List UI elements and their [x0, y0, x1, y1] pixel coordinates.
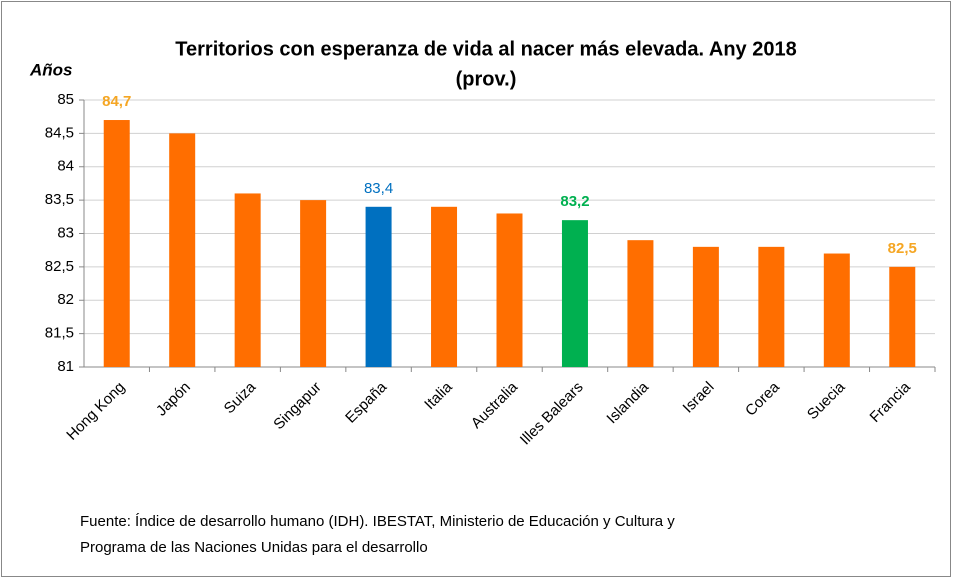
bar [889, 266, 916, 367]
value-label: 82,5 [888, 240, 917, 257]
bar [823, 253, 850, 367]
y-tick-label: 84,5 [45, 124, 74, 141]
value-label: 84,7 [102, 93, 131, 110]
y-tick-label: 82 [57, 291, 74, 308]
bar [758, 246, 785, 367]
y-tick-label: 85 [57, 91, 74, 108]
chart-title: (prov.) [456, 68, 517, 90]
source-note: Fuente: Índice de desarrollo humano (IDH… [80, 513, 675, 530]
y-tick-label: 83 [57, 224, 74, 241]
bar [561, 220, 588, 367]
bar [234, 193, 261, 367]
value-label: 83,4 [364, 180, 393, 197]
bar [627, 240, 654, 367]
y-tick-label: 84 [57, 158, 74, 175]
bar [169, 133, 196, 367]
y-tick-label: 81,5 [45, 325, 74, 342]
y-tick-label: 83,5 [45, 191, 74, 208]
bar [300, 200, 327, 367]
source-note: Programa de las Naciones Unidas para el … [80, 539, 428, 556]
chart-title: Territorios con esperanza de vida al nac… [175, 38, 796, 60]
y-axis-label: Años [29, 60, 73, 79]
y-tick-label: 81 [57, 358, 74, 375]
bar [103, 120, 130, 368]
bar [496, 213, 523, 367]
value-label: 83,2 [560, 193, 589, 210]
bar [365, 206, 392, 367]
y-tick-label: 82,5 [45, 258, 74, 275]
bar [692, 246, 719, 367]
bar [431, 206, 458, 367]
